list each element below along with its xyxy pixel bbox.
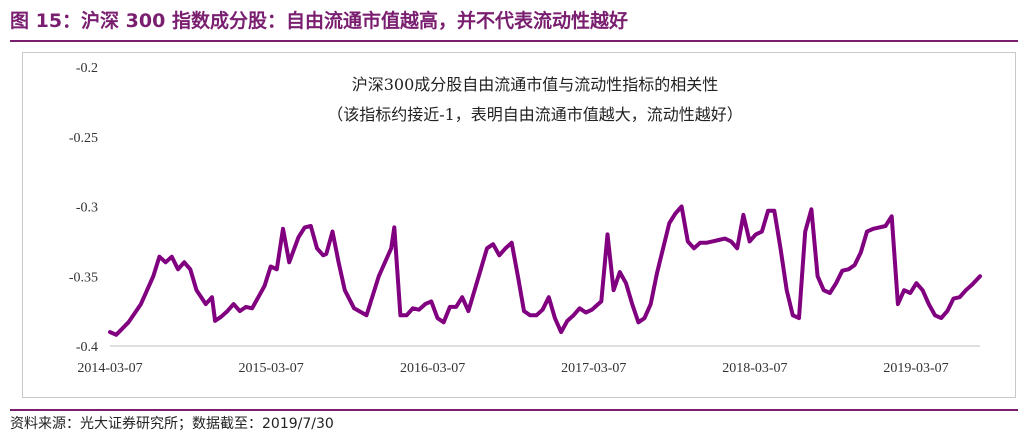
y-tick-label: -0.2 xyxy=(76,61,98,76)
title-divider xyxy=(10,40,1018,42)
y-axis: -0.2 -0.25 -0.3 -0.35 -0.4 xyxy=(69,61,98,355)
chart-title: 沪深300成分股自由流通市值与流动性指标的相关性 xyxy=(352,75,719,94)
footer-divider xyxy=(10,409,1018,411)
source-note: 资料来源：光大证券研究所；数据截至：2019/7/30 xyxy=(10,416,334,432)
line-chart: -0.2 -0.25 -0.3 -0.35 -0.4 2014-03-07 2015-03… xyxy=(69,61,982,376)
figure-title: 图 15：沪深 300 指数成分股：自由流通市值越高，并不代表流动性越好 xyxy=(10,10,628,32)
x-tick-label: 2019-03-07 xyxy=(883,361,948,376)
y-tick-label: -0.3 xyxy=(76,201,98,216)
y-tick-label: -0.25 xyxy=(69,131,98,146)
chart-subtitle: （该指标约接近-1，表明自由流通市值越大，流动性越好） xyxy=(327,105,743,124)
x-tick-label: 2015-03-07 xyxy=(238,361,303,376)
x-tick-label: 2014-03-07 xyxy=(77,361,142,376)
y-tick-label: -0.35 xyxy=(69,270,98,285)
series-line-correlation xyxy=(108,204,982,337)
x-tick-label: 2016-03-07 xyxy=(400,361,465,376)
chart-frame xyxy=(22,52,1016,398)
x-tick-label: 2018-03-07 xyxy=(722,361,787,376)
x-axis: 2014-03-07 2015-03-07 2016-03-07 2017-03-07… xyxy=(77,345,980,376)
y-tick-label: -0.4 xyxy=(76,340,98,355)
x-tick-label: 2017-03-07 xyxy=(561,361,626,376)
